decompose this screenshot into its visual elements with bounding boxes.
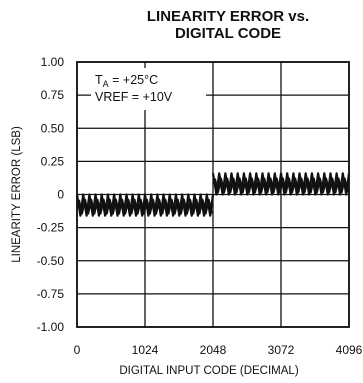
y-tick-label: 0 [57, 188, 64, 202]
y-tick-label: -0.50 [37, 254, 65, 268]
x-tick-label: 4096 [336, 343, 363, 357]
annotation-vref: VREF = +10V [95, 90, 173, 104]
linearity-trace-lower [213, 177, 349, 194]
plot-frame [76, 61, 350, 328]
x-tick-label: 0 [74, 343, 81, 357]
y-tick-label: -0.75 [37, 287, 65, 301]
annotation-temperature: TA = +25°C [95, 73, 158, 89]
x-tick-label: 3072 [268, 343, 295, 357]
x-tick-label: 2048 [200, 343, 227, 357]
x-axis-label: DIGITAL INPUT CODE (DECIMAL) [119, 365, 299, 377]
annotation-background [91, 68, 206, 110]
y-tick-label: 0.50 [41, 121, 65, 135]
y-axis-label: LINEARITY ERROR (LSB) [11, 126, 23, 263]
y-tick-label: 0.75 [41, 88, 65, 102]
y-tick-label: 0.25 [41, 154, 65, 168]
y-tick-labels: 1.00 0.75 0.50 0.25 0 -0.25 -0.50 -0.75 -1.00 [37, 55, 65, 334]
data-traces [75, 172, 351, 217]
y-tick-label: -0.25 [37, 221, 65, 235]
chart-title-line2: DIGITAL CODE [175, 25, 281, 42]
y-tick-label: 1.00 [41, 55, 65, 69]
x-tick-label: 1024 [132, 343, 159, 357]
linearity-trace-lower [77, 198, 213, 215]
x-tick-labels: 0 1024 2048 3072 4096 [74, 343, 363, 357]
chart-title-line1: LINEARITY ERROR vs. [147, 8, 309, 25]
y-tick-label: -1.00 [37, 320, 65, 334]
